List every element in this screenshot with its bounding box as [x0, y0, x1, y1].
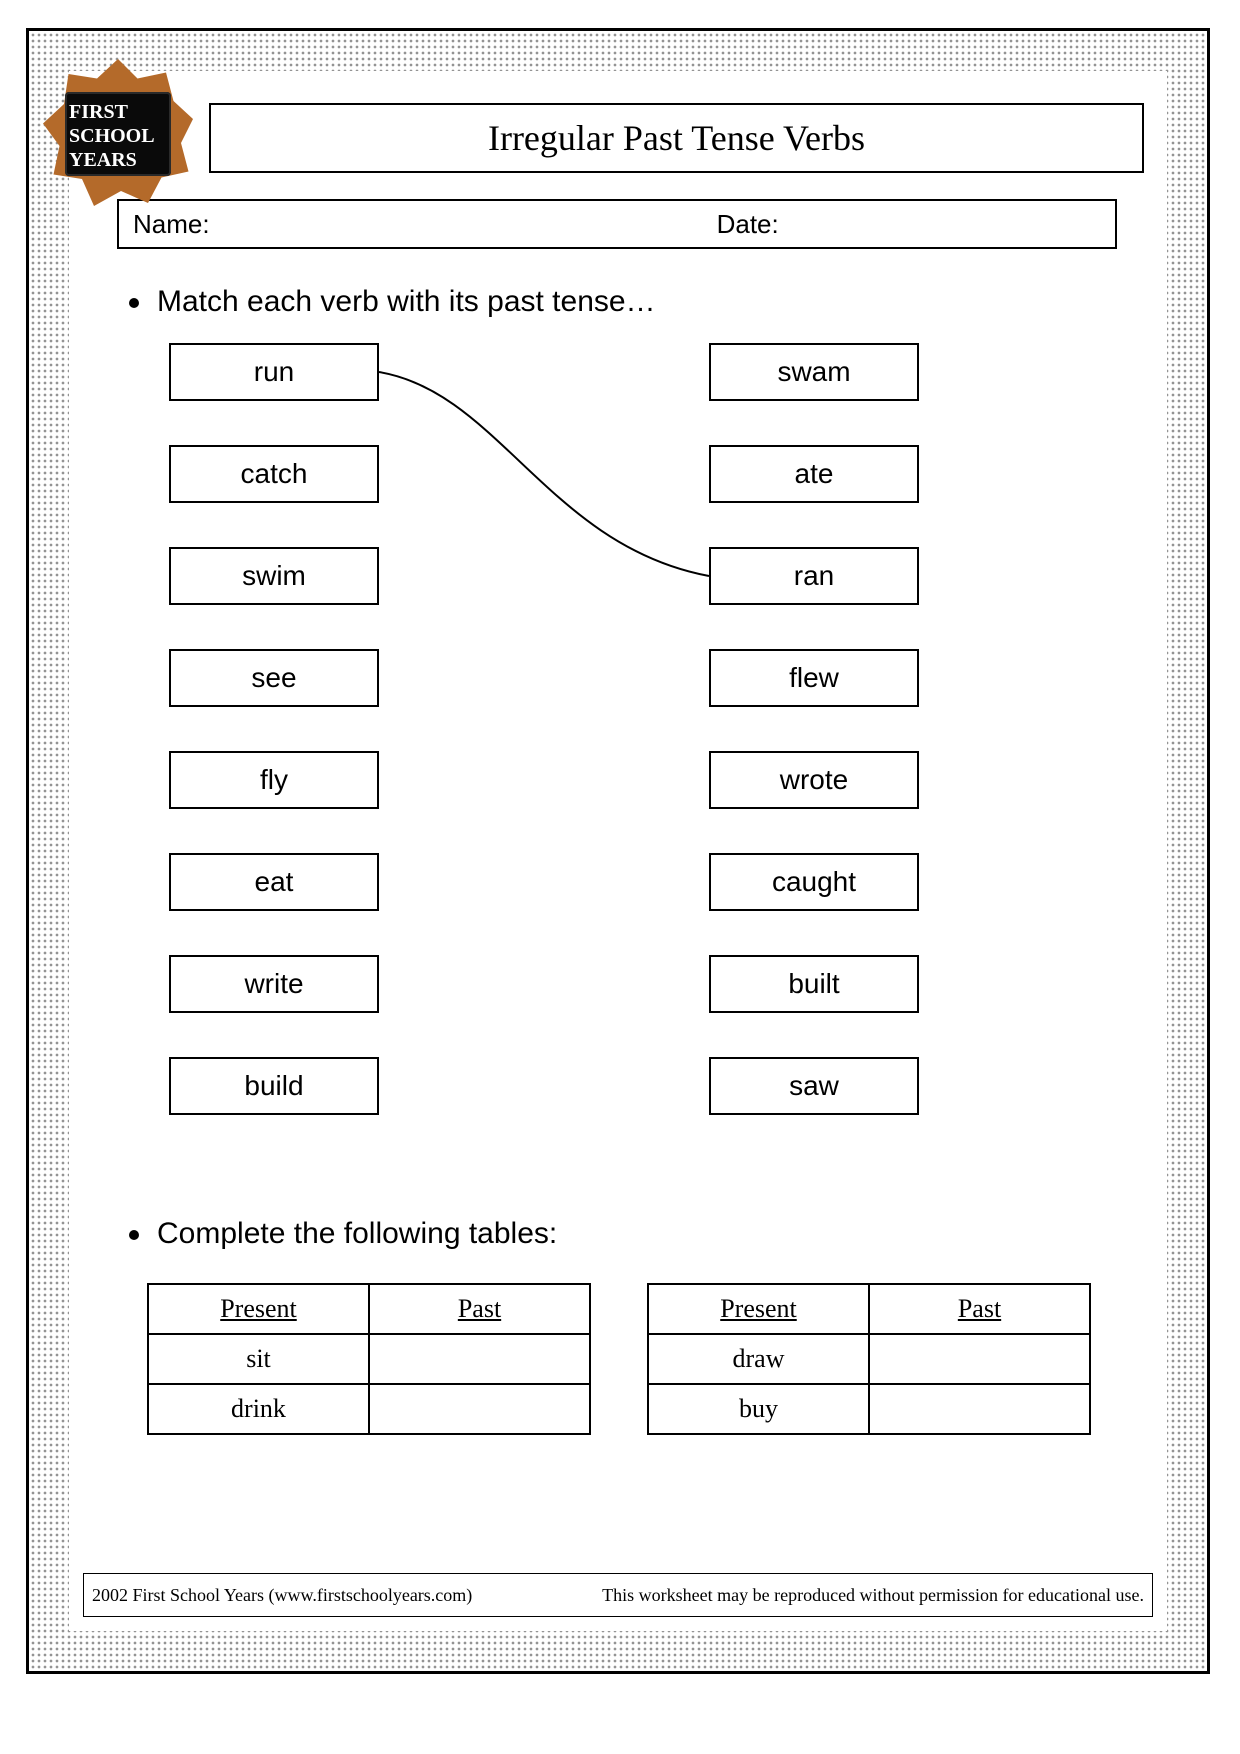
- instruction-match: Match each verb with its past tense…: [129, 285, 656, 319]
- past-cell[interactable]: [369, 1384, 590, 1434]
- footer-copyright: 2002 First School Years (www.firstschool…: [92, 1585, 472, 1606]
- present-cell: buy: [648, 1384, 869, 1434]
- instruction-tables-text: Complete the following tables:: [157, 1217, 557, 1250]
- tense-table-2: Present Past drawbuy: [647, 1283, 1091, 1435]
- word-label: catch: [241, 458, 308, 490]
- tables-section: Present Past sitdrink Present Past drawb…: [147, 1283, 1091, 1435]
- name-date-box: Name: Date:: [117, 199, 1117, 249]
- present-word-box[interactable]: swim: [169, 547, 379, 605]
- present-cell: sit: [148, 1334, 369, 1384]
- table-header-row: Present Past: [148, 1284, 590, 1334]
- logo-text: FIRSTSCHOOLYEARS: [69, 101, 155, 171]
- instruction-tables: Complete the following tables:: [129, 1217, 557, 1251]
- word-label: flew: [789, 662, 839, 694]
- word-label: swim: [242, 560, 306, 592]
- col-header-past: Past: [369, 1284, 590, 1334]
- past-word-box[interactable]: flew: [709, 649, 919, 707]
- page-title: Irregular Past Tense Verbs: [488, 117, 865, 159]
- past-word-box[interactable]: wrote: [709, 751, 919, 809]
- past-word-box[interactable]: caught: [709, 853, 919, 911]
- footer-permission: This worksheet may be reproduced without…: [602, 1585, 1144, 1606]
- present-word-box[interactable]: eat: [169, 853, 379, 911]
- present-word-box[interactable]: run: [169, 343, 379, 401]
- word-label: eat: [255, 866, 294, 898]
- instruction-match-text: Match each verb with its past tense…: [157, 285, 656, 318]
- table-row: buy: [648, 1384, 1090, 1434]
- word-label: fly: [260, 764, 288, 796]
- tense-table-1: Present Past sitdrink: [147, 1283, 591, 1435]
- table-row: sit: [148, 1334, 590, 1384]
- matching-activity: run catch swim see fly eat write build swam ate ra…: [69, 343, 1167, 1199]
- page-frame: FIRSTSCHOOLYEARS Irregular Past Tense Ve…: [26, 28, 1210, 1674]
- past-word-box[interactable]: saw: [709, 1057, 919, 1115]
- col-header-present: Present: [648, 1284, 869, 1334]
- col-header-past: Past: [869, 1284, 1090, 1334]
- col-header-present: Present: [148, 1284, 369, 1334]
- present-word-box[interactable]: see: [169, 649, 379, 707]
- table-row: draw: [648, 1334, 1090, 1384]
- present-word-box[interactable]: write: [169, 955, 379, 1013]
- present-word-box[interactable]: catch: [169, 445, 379, 503]
- word-label: see: [251, 662, 296, 694]
- word-label: run: [254, 356, 294, 388]
- present-word-box[interactable]: build: [169, 1057, 379, 1115]
- present-cell: drink: [148, 1384, 369, 1434]
- word-label: write: [244, 968, 303, 1000]
- past-cell[interactable]: [369, 1334, 590, 1384]
- past-cell[interactable]: [869, 1384, 1090, 1434]
- bullet-dot-icon: [129, 1230, 139, 1240]
- word-label: swam: [777, 356, 850, 388]
- first-school-years-logo: FIRSTSCHOOLYEARS: [43, 59, 193, 209]
- present-word-box[interactable]: fly: [169, 751, 379, 809]
- worksheet-content-area: FIRSTSCHOOLYEARS Irregular Past Tense Ve…: [69, 71, 1167, 1631]
- word-label: ran: [794, 560, 834, 592]
- logo-chalkboard: FIRSTSCHOOLYEARS: [65, 92, 171, 176]
- table-header-row: Present Past: [648, 1284, 1090, 1334]
- bullet-dot-icon: [129, 298, 139, 308]
- word-label: build: [244, 1070, 303, 1102]
- past-word-box[interactable]: ate: [709, 445, 919, 503]
- word-label: caught: [772, 866, 856, 898]
- word-label: wrote: [780, 764, 848, 796]
- footer-box: 2002 First School Years (www.firstschool…: [83, 1573, 1153, 1617]
- word-label: built: [788, 968, 839, 1000]
- table-row: drink: [148, 1384, 590, 1434]
- word-label: ate: [795, 458, 834, 490]
- past-word-box[interactable]: built: [709, 955, 919, 1013]
- past-word-box[interactable]: ran: [709, 547, 919, 605]
- past-cell[interactable]: [869, 1334, 1090, 1384]
- past-word-box[interactable]: swam: [709, 343, 919, 401]
- title-box: Irregular Past Tense Verbs: [209, 103, 1144, 173]
- date-label: Date:: [717, 209, 779, 240]
- present-cell: draw: [648, 1334, 869, 1384]
- example-match-line: [379, 372, 709, 576]
- name-label: Name:: [119, 209, 717, 240]
- word-label: saw: [789, 1070, 839, 1102]
